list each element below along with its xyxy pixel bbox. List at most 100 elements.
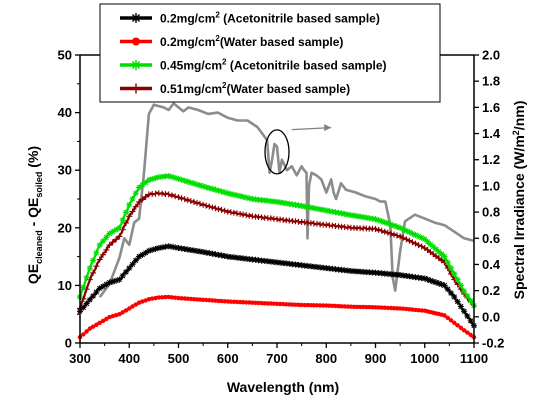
- legend-box: [99, 3, 441, 103]
- data-point: [126, 213, 133, 220]
- data-point: [454, 298, 461, 305]
- data-point: [299, 302, 304, 308]
- y-left-tick-label: 20: [58, 220, 72, 235]
- data-point: [234, 210, 240, 217]
- data-point: [277, 301, 283, 307]
- data-point: [333, 303, 338, 309]
- legend-item-2: 0.45mg/cm2 (Acetonitrile based sample): [120, 58, 387, 73]
- data-point: [166, 294, 171, 300]
- data-point: [441, 253, 448, 260]
- data-point: [384, 220, 391, 227]
- data-point: [468, 332, 473, 338]
- data-point: [100, 251, 106, 258]
- data-point: [181, 177, 188, 184]
- data-point: [317, 303, 323, 308]
- y-right-title-pre: Spectral Irradiance (W/m: [511, 135, 527, 299]
- data-point: [194, 199, 200, 206]
- data-point: [244, 300, 249, 305]
- data-point: [360, 268, 367, 275]
- data-point: [145, 247, 152, 254]
- data-point: [123, 209, 129, 216]
- data-point: [159, 173, 166, 180]
- data-point: [338, 266, 345, 273]
- data-point: [149, 176, 156, 182]
- data-point: [224, 190, 231, 197]
- data-point: [178, 195, 185, 202]
- data-point: [290, 302, 295, 307]
- data-point: [403, 236, 410, 243]
- data-point: [372, 216, 379, 223]
- y-right-tick-label: 1.6: [482, 100, 500, 115]
- data-point: [123, 220, 129, 226]
- data-point: [119, 272, 126, 279]
- data-point: [367, 304, 372, 310]
- legend-label: 0.45mg/cm2 (Acetonitrile based sample): [160, 58, 387, 73]
- data-point: [385, 305, 390, 311]
- data-point: [184, 178, 191, 185]
- data-point: [267, 198, 274, 205]
- data-point: [305, 302, 310, 308]
- legend-label: 0.51mg/cm2(Water based sample): [160, 81, 350, 96]
- legend-label-sup: 2: [215, 34, 220, 43]
- data-point: [338, 210, 345, 217]
- data-point: [103, 281, 110, 288]
- series-markers-2: [77, 173, 477, 309]
- data-point: [129, 261, 136, 268]
- data-point: [133, 302, 138, 307]
- data-point: [173, 295, 178, 300]
- data-point: [375, 217, 382, 224]
- data-point: [320, 264, 327, 271]
- data-point: [430, 243, 437, 250]
- legend-label-sup: 2: [222, 81, 227, 90]
- data-point: [127, 306, 132, 311]
- data-point: [261, 257, 268, 264]
- data-point: [304, 263, 311, 269]
- data-point: [230, 209, 237, 216]
- data-point: [304, 204, 311, 211]
- data-point: [203, 202, 210, 209]
- data-point: [109, 239, 116, 246]
- y-left-title-sub2: soiled: [34, 172, 44, 198]
- legend-swatch-marker: [131, 60, 141, 70]
- data-point: [175, 175, 182, 182]
- data-point: [130, 304, 135, 309]
- data-point: [457, 282, 464, 289]
- data-point: [373, 305, 378, 310]
- data-point: [104, 316, 109, 322]
- data-point: [412, 274, 419, 281]
- data-point: [165, 191, 172, 198]
- data-point: [372, 269, 379, 276]
- data-point: [168, 173, 175, 180]
- data-point: [387, 271, 394, 278]
- data-point: [391, 231, 397, 238]
- data-point: [438, 281, 445, 288]
- data-point: [93, 289, 100, 296]
- data-point: [415, 242, 422, 249]
- annotation-ellipse: [264, 129, 290, 175]
- data-point: [289, 261, 296, 268]
- data-point: [165, 243, 172, 250]
- series-1: [77, 294, 477, 340]
- series-layer: [77, 102, 477, 340]
- data-point: [87, 326, 93, 331]
- data-point: [116, 233, 123, 240]
- legend-swatch-marker: [131, 83, 141, 94]
- data-point: [366, 215, 373, 222]
- data-point: [249, 196, 256, 202]
- legend-label-rest: (Water based sample): [220, 35, 344, 49]
- axes-layer: 300 400 500 600 700 800 900 1000 1100 0 10 20 30 40 50…: [58, 48, 505, 367]
- data-point: [366, 269, 373, 276]
- data-point: [397, 272, 404, 278]
- series-markers-1: [77, 294, 477, 340]
- data-point: [444, 259, 451, 266]
- data-point: [354, 213, 360, 220]
- data-point: [370, 305, 375, 310]
- data-point: [262, 301, 267, 306]
- series-0: [77, 243, 477, 329]
- data-point: [310, 263, 317, 270]
- data-point: [430, 278, 437, 285]
- data-point: [400, 272, 407, 279]
- data-point: [357, 268, 364, 275]
- data-point: [234, 254, 240, 261]
- data-point: [406, 237, 413, 244]
